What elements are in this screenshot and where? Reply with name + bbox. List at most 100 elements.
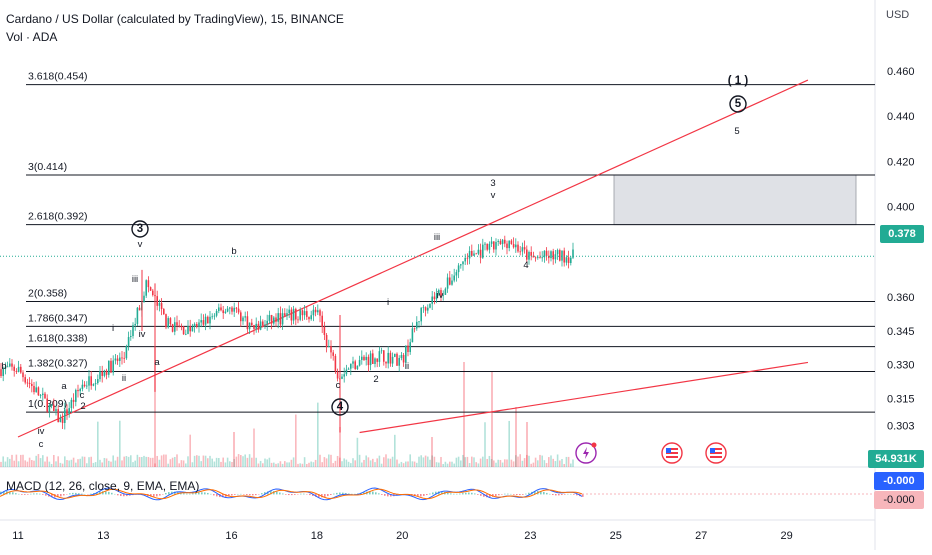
volume-bar xyxy=(244,454,246,467)
macd-histogram-bar xyxy=(27,494,29,495)
candle-body xyxy=(218,307,220,311)
macd-histogram-bar xyxy=(546,493,548,494)
volume-bar xyxy=(519,454,521,467)
price-tick-label: 0.330 xyxy=(887,360,915,372)
wave-label: a xyxy=(154,357,160,368)
volume-bar xyxy=(374,462,376,467)
candle-body xyxy=(145,280,147,296)
macd-histogram-bar xyxy=(465,493,467,495)
volume-bar xyxy=(198,456,200,467)
volume-bar xyxy=(568,457,570,467)
volume-bar xyxy=(249,454,251,467)
candle-body xyxy=(420,308,422,322)
volume-bar xyxy=(522,461,524,467)
volume-bar xyxy=(405,462,407,467)
candle-body xyxy=(62,418,64,423)
candle-body xyxy=(209,317,211,324)
macd-histogram-bar xyxy=(207,493,209,494)
candle-body xyxy=(537,257,539,258)
macd-badge: -0.000 xyxy=(874,472,924,490)
candle-body xyxy=(383,350,385,361)
candle-body xyxy=(82,385,84,389)
macd-histogram-bar xyxy=(63,494,65,495)
volume-bar xyxy=(62,464,64,467)
lightning-icon[interactable] xyxy=(576,443,597,464)
event-icons[interactable] xyxy=(576,443,726,464)
candle-body xyxy=(288,310,290,314)
macd-histogram-bar xyxy=(285,494,287,495)
candle-body xyxy=(313,310,315,316)
candle-body xyxy=(352,361,354,363)
volume-bar xyxy=(60,463,62,467)
wave-label: iv xyxy=(139,329,146,340)
wave-label: 3 xyxy=(132,221,148,237)
volume-bar xyxy=(390,459,392,467)
volume-bar xyxy=(515,407,517,467)
volume-bar xyxy=(209,456,211,467)
volume-bar xyxy=(451,462,453,467)
macd-histogram-bar xyxy=(111,493,113,495)
candle-body xyxy=(163,309,165,314)
volume-bar xyxy=(130,455,132,467)
macd-histogram-bar xyxy=(504,494,506,495)
volume-bar xyxy=(258,464,260,467)
wave-text: 5 xyxy=(734,126,739,137)
volume-bar xyxy=(134,461,136,467)
macd-histogram-bar xyxy=(330,494,332,495)
candle-body xyxy=(227,309,229,312)
volume-bar xyxy=(189,435,191,467)
candle-body xyxy=(533,256,535,258)
volume-bar xyxy=(370,460,372,467)
volume-bar xyxy=(2,456,4,467)
volume-bar xyxy=(420,455,422,467)
price-axis[interactable]: 0.4600.4400.4200.4000.3600.3450.3300.315… xyxy=(887,66,915,433)
volume-bar xyxy=(240,455,242,467)
current-price-badge: 0.378 xyxy=(880,225,924,243)
candle-body xyxy=(198,322,200,326)
volume-bar xyxy=(478,463,480,467)
wave-text: v xyxy=(491,190,496,201)
macd-histogram-bar xyxy=(81,494,83,495)
volume-bar xyxy=(541,456,543,467)
volume-bar xyxy=(187,456,189,467)
fib-label: 1.382(0.327) xyxy=(28,357,88,369)
candle-body xyxy=(40,395,42,396)
volume-bar xyxy=(500,460,502,467)
candle-body xyxy=(16,371,18,372)
macd-histogram-bar xyxy=(549,494,551,495)
wave-text: a xyxy=(61,381,67,392)
candle-body xyxy=(99,371,101,379)
volume-bar xyxy=(473,457,475,467)
candle-body xyxy=(321,316,323,327)
macd-histogram-bar xyxy=(276,492,278,495)
us-flag-icon[interactable] xyxy=(706,443,726,463)
volume-bar xyxy=(185,463,187,467)
candle-body xyxy=(57,409,59,422)
wave-text: ( 1 ) xyxy=(728,75,749,87)
wave-text: 3 xyxy=(490,178,495,189)
wave-label: 5 xyxy=(734,126,739,137)
wave-label: c xyxy=(336,380,341,391)
volume-bar xyxy=(398,464,400,467)
volume-bar xyxy=(482,457,484,467)
volume-bar xyxy=(343,458,345,467)
macd-histogram-bar xyxy=(384,494,386,496)
candle-body xyxy=(409,342,411,352)
volume-bar xyxy=(491,372,493,467)
candle-body xyxy=(493,241,495,249)
candle-body xyxy=(60,418,62,422)
candle-body xyxy=(150,287,152,291)
candle-body xyxy=(176,322,178,325)
macd-histogram-bar xyxy=(501,494,503,495)
volume-bar xyxy=(392,457,394,467)
macd-histogram-bar xyxy=(42,494,44,495)
candle-body xyxy=(46,399,48,412)
volume-bar xyxy=(315,460,317,467)
us-flag-icon[interactable] xyxy=(662,443,682,463)
macd-histogram-bar xyxy=(456,494,458,495)
volume-bar xyxy=(88,457,90,467)
volume-bar xyxy=(20,455,22,467)
